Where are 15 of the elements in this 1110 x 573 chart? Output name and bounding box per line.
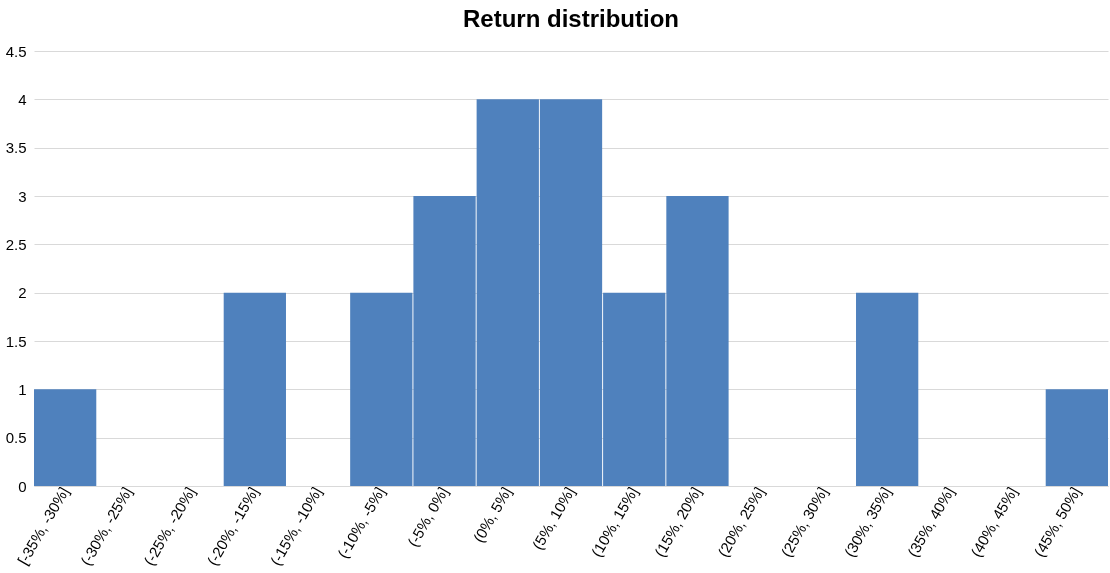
y-tick-label: 0.5	[5, 429, 27, 447]
y-tick-label: 1	[18, 380, 27, 398]
bar	[1045, 389, 1108, 486]
y-tick-label: 1.5	[5, 332, 27, 350]
y-tick-label: 3	[18, 187, 27, 205]
y-tick-label: 2	[18, 284, 27, 302]
chart-title: Return distribution	[463, 5, 679, 32]
y-tick-label: 2.5	[5, 235, 27, 253]
y-tick-label: 4	[18, 90, 27, 108]
bar	[34, 389, 97, 486]
y-tick-label: 0	[18, 477, 27, 495]
bar	[223, 292, 286, 486]
y-tick-label: 3.5	[5, 139, 27, 157]
y-tick-label: 4.5	[5, 42, 27, 60]
bar	[856, 292, 919, 486]
